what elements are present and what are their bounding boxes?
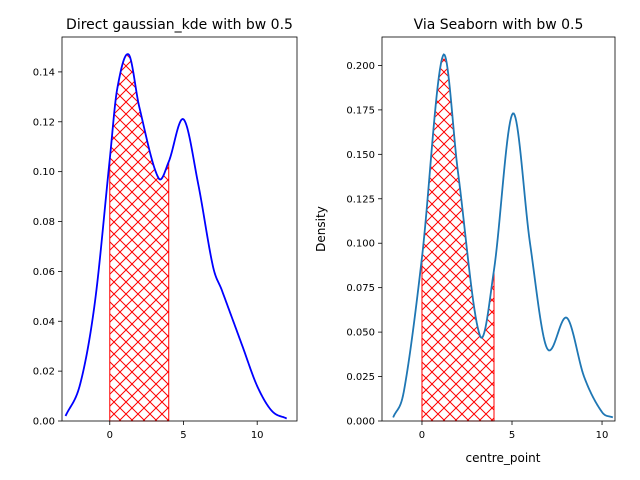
y-tick-label: 0.150: [346, 150, 375, 161]
y-tick-label: 0.000: [346, 417, 375, 428]
y-tick-label: 0.12: [33, 117, 55, 128]
y-tick-label: 0.175: [346, 105, 375, 116]
y-tick-label: 0.200: [346, 61, 375, 72]
axes-frame: [61, 36, 298, 422]
kde-line: [64, 53, 288, 420]
x-tick-label: 0: [107, 430, 113, 441]
y-tick-label: 0.04: [33, 317, 55, 328]
y-tick-label: 0.14: [33, 67, 55, 78]
y-tick-label: 0.050: [346, 328, 375, 339]
y-tick-label: 0.025: [346, 372, 375, 383]
x-tick-label: 10: [251, 430, 264, 441]
y-tick-label: 0.02: [33, 367, 55, 378]
x-tick-label: 5: [180, 430, 186, 441]
shaded-region: [421, 53, 495, 422]
right-xlabel: centre_point: [466, 451, 541, 465]
y-tick-label: 0.08: [33, 217, 55, 228]
right-title: Via Seaborn with bw 0.5: [414, 17, 584, 33]
axes-frame: [381, 36, 616, 422]
y-tick-label: 0.00: [33, 417, 55, 428]
left-axes: Direct gaussian_kde with bw 0.5 0 5 10 0.00…: [33, 17, 298, 441]
right-axes: Via Seaborn with bw 0.5 centre_point Den…: [314, 17, 616, 465]
kde-line: [392, 53, 614, 419]
y-tick-label: 0.125: [346, 194, 375, 205]
x-tick-label: 10: [596, 430, 609, 441]
y-tick-label: 0.10: [33, 167, 55, 178]
left-title: Direct gaussian_kde with bw 0.5: [66, 17, 293, 33]
y-tick-label: 0.100: [346, 239, 375, 250]
y-tick-label: 0.075: [346, 283, 375, 294]
y-tick-label: 0.06: [33, 267, 55, 278]
right-ylabel: Density: [314, 206, 328, 252]
x-tick-label: 0: [419, 430, 425, 441]
x-tick-label: 5: [509, 430, 515, 441]
